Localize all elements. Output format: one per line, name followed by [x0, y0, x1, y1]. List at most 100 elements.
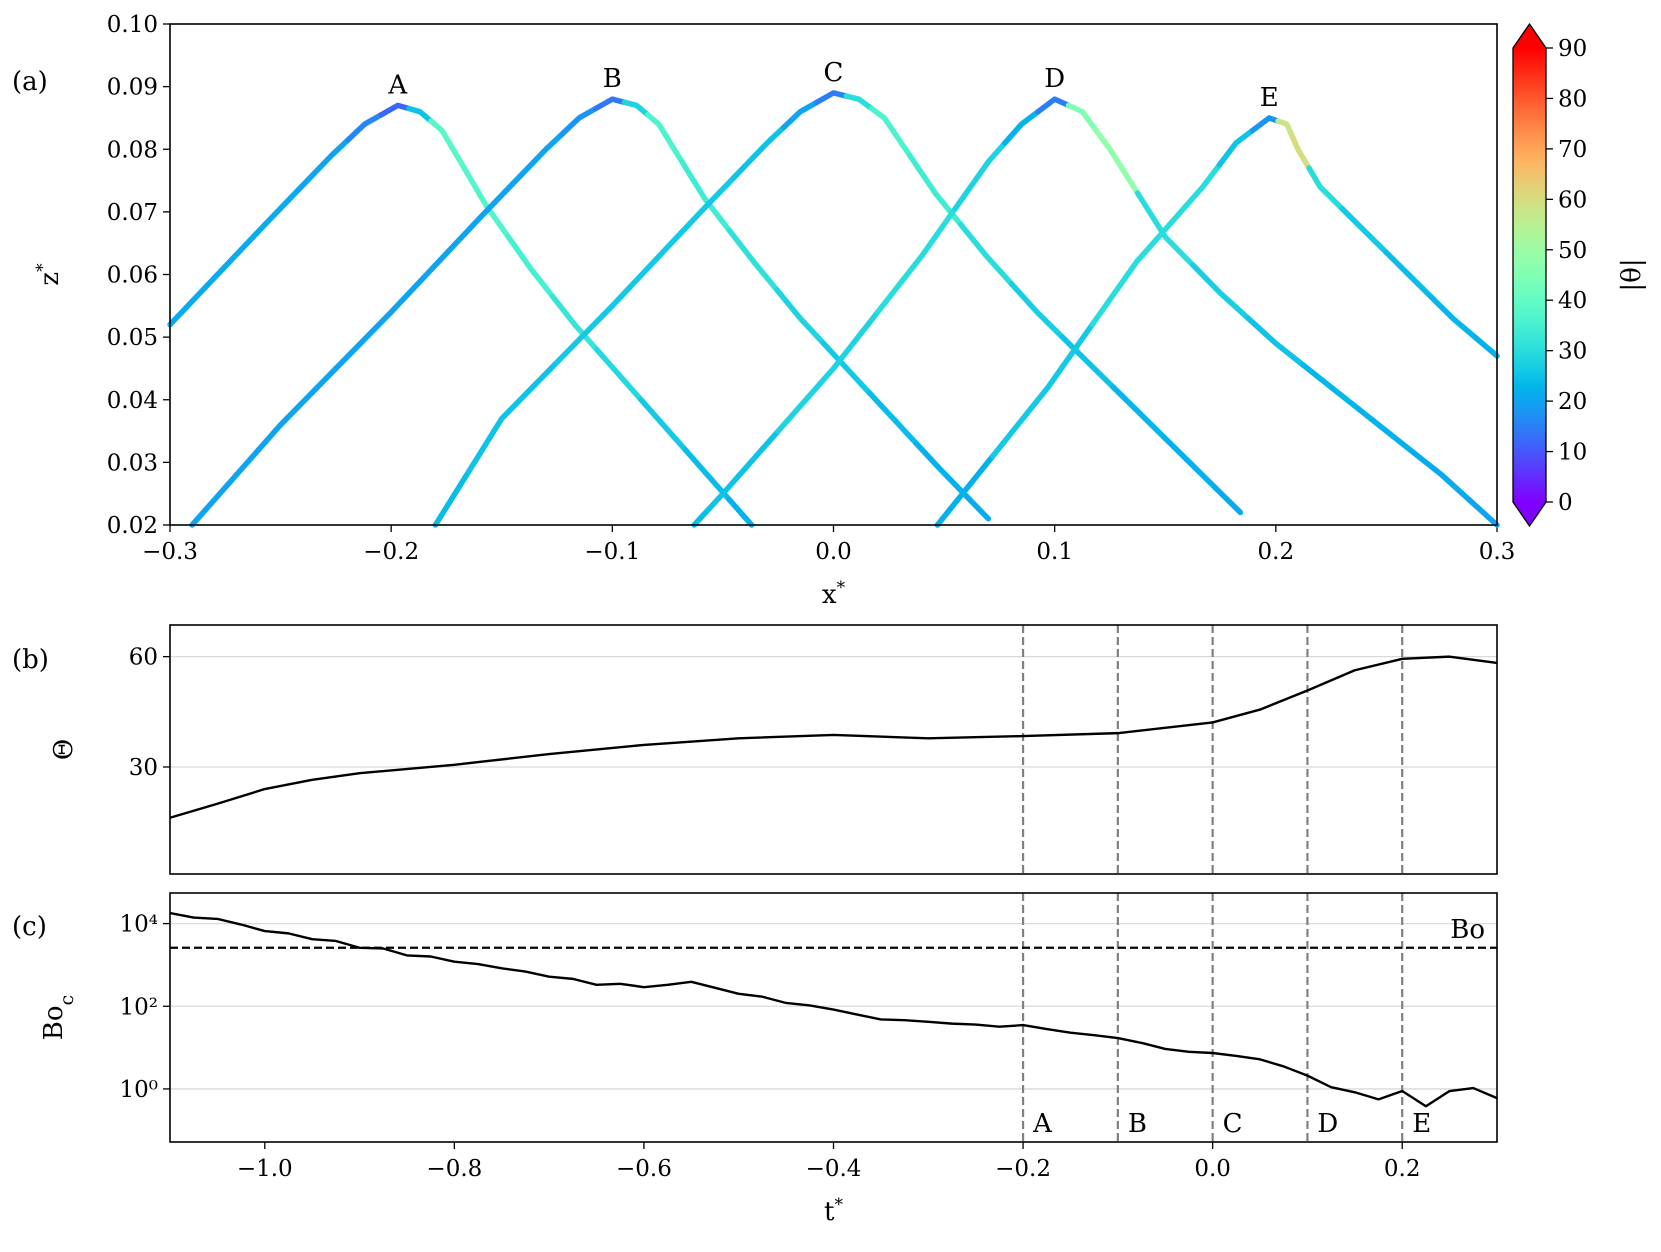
curve-segment	[593, 96, 628, 112]
x-tick-label: 0.2	[1258, 539, 1295, 565]
panel: (c) 10⁰ 10² 10⁴ −1.0 −0.8 −0.6 −0.4 −0.2 0.0 0.2 A B…	[12, 892, 1498, 1182]
curve-segment	[1134, 190, 1196, 268]
curve-segment	[428, 118, 467, 171]
curve-segment	[295, 137, 351, 193]
curve-segment	[868, 105, 913, 159]
x-tick-label: −0.2	[995, 1156, 1051, 1182]
panel-label: (c)	[12, 912, 47, 942]
curve-segment	[333, 262, 439, 372]
curve-segment	[233, 365, 339, 478]
curve-segment	[594, 346, 644, 403]
colorbar-extend-max	[1513, 24, 1546, 48]
x-tick-label: 0.0	[815, 539, 852, 565]
colorbar-tick-label: 70	[1558, 137, 1587, 163]
colorbar-tick-label: 0	[1558, 490, 1573, 516]
curve-segment	[1093, 127, 1141, 196]
curve-segment	[406, 105, 434, 124]
x-tick-label: −0.8	[426, 1156, 482, 1182]
curve-segment	[679, 159, 733, 234]
curve-segment	[638, 397, 689, 453]
curve-segment	[1059, 334, 1117, 390]
plot-frame	[169, 624, 1498, 875]
curve-segment	[691, 506, 712, 528]
y-axis-label-sup: *	[33, 263, 53, 272]
curve-segment	[874, 205, 958, 315]
curve-segment	[1008, 281, 1066, 340]
marker-label: B	[1128, 1109, 1147, 1139]
curve-segment	[432, 180, 516, 268]
x-tick-label: 0.1	[1036, 539, 1073, 565]
plot-frame	[169, 23, 1498, 526]
colorbar-tick-label: 90	[1558, 36, 1587, 62]
curve-segment	[1089, 221, 1173, 328]
y-tick-label: 0.06	[107, 263, 158, 289]
curve-segment	[1190, 262, 1251, 322]
colorbar-tick-label: 80	[1558, 86, 1587, 112]
curve-label: B	[603, 64, 622, 94]
curve-segment	[432, 469, 472, 528]
curve-segment	[1466, 497, 1500, 528]
curve-segment	[705, 428, 781, 513]
marker-label: D	[1317, 1109, 1338, 1139]
curve-segment	[1300, 362, 1362, 412]
x-tick-label: −0.4	[806, 1156, 862, 1182]
y-axis-label-main: Bo	[39, 1005, 69, 1040]
plot-frame	[169, 892, 1498, 1143]
curve-label: D	[1044, 64, 1065, 94]
curve-segment	[961, 490, 992, 522]
curve-segment	[780, 99, 820, 131]
curve-segment	[726, 227, 780, 293]
curve-segment	[726, 497, 755, 528]
colorbar-tick-label: 30	[1558, 339, 1587, 365]
colorbar-extend-min	[1513, 502, 1546, 526]
curve-segment	[1427, 293, 1478, 340]
y-axis-label-main: Θ	[49, 739, 79, 760]
x-tick-label: 0.2	[1384, 1156, 1421, 1182]
y-tick-label: 10⁰	[120, 1077, 159, 1103]
curve-segment	[1339, 205, 1390, 256]
colorbar-tick-label: 60	[1558, 187, 1587, 213]
colorbar-label: |θ|	[1617, 258, 1647, 291]
x-tick-label: 0.0	[1194, 1156, 1231, 1182]
colorbar-tick-label: 20	[1558, 389, 1587, 415]
curve-segment	[644, 112, 685, 165]
y-axis-label: Θ	[49, 739, 79, 760]
panel: (b) 30 60	[12, 624, 1498, 875]
y-axis-label: z*	[33, 263, 65, 286]
curve-segment	[345, 112, 384, 143]
x-axis-label: t*	[824, 1195, 843, 1227]
curve-segment	[934, 453, 996, 528]
curve-label: C	[824, 58, 844, 88]
curve-segment	[820, 340, 873, 397]
curve-segment	[1289, 133, 1312, 171]
marker-label: A	[1032, 1109, 1053, 1139]
curve-segment	[814, 90, 849, 106]
curve-segment	[189, 472, 240, 528]
curve-segment	[1035, 96, 1072, 115]
y-tick-label: 0.07	[107, 200, 158, 226]
panel-label: (b)	[12, 645, 49, 675]
y-tick-label: 30	[129, 755, 158, 781]
curve-segment	[1275, 118, 1296, 140]
x-tick-label: −0.1	[584, 539, 640, 565]
marker-label: C	[1223, 1109, 1243, 1139]
y-tick-label: 0.04	[107, 388, 158, 414]
data-line	[169, 655, 1498, 819]
curve-segment	[1249, 115, 1281, 134]
curve-segment	[1212, 484, 1244, 516]
curve-segment	[1472, 334, 1500, 359]
curve-segment	[867, 390, 920, 447]
y-tick-label: 0.09	[107, 75, 158, 101]
curve-segment	[378, 102, 412, 118]
y-tick-label: 10⁴	[120, 912, 159, 938]
curve-segment	[559, 105, 599, 137]
curve-segment	[1161, 434, 1218, 491]
y-tick-label: 0.05	[107, 325, 158, 351]
curve-segment	[510, 130, 566, 187]
curve-segment	[989, 321, 1096, 459]
colorbar-tick-label: 40	[1558, 288, 1587, 314]
x-tick-label: −0.6	[616, 1156, 672, 1182]
marker-label: E	[1412, 1109, 1431, 1139]
curve-segment	[957, 221, 1015, 287]
